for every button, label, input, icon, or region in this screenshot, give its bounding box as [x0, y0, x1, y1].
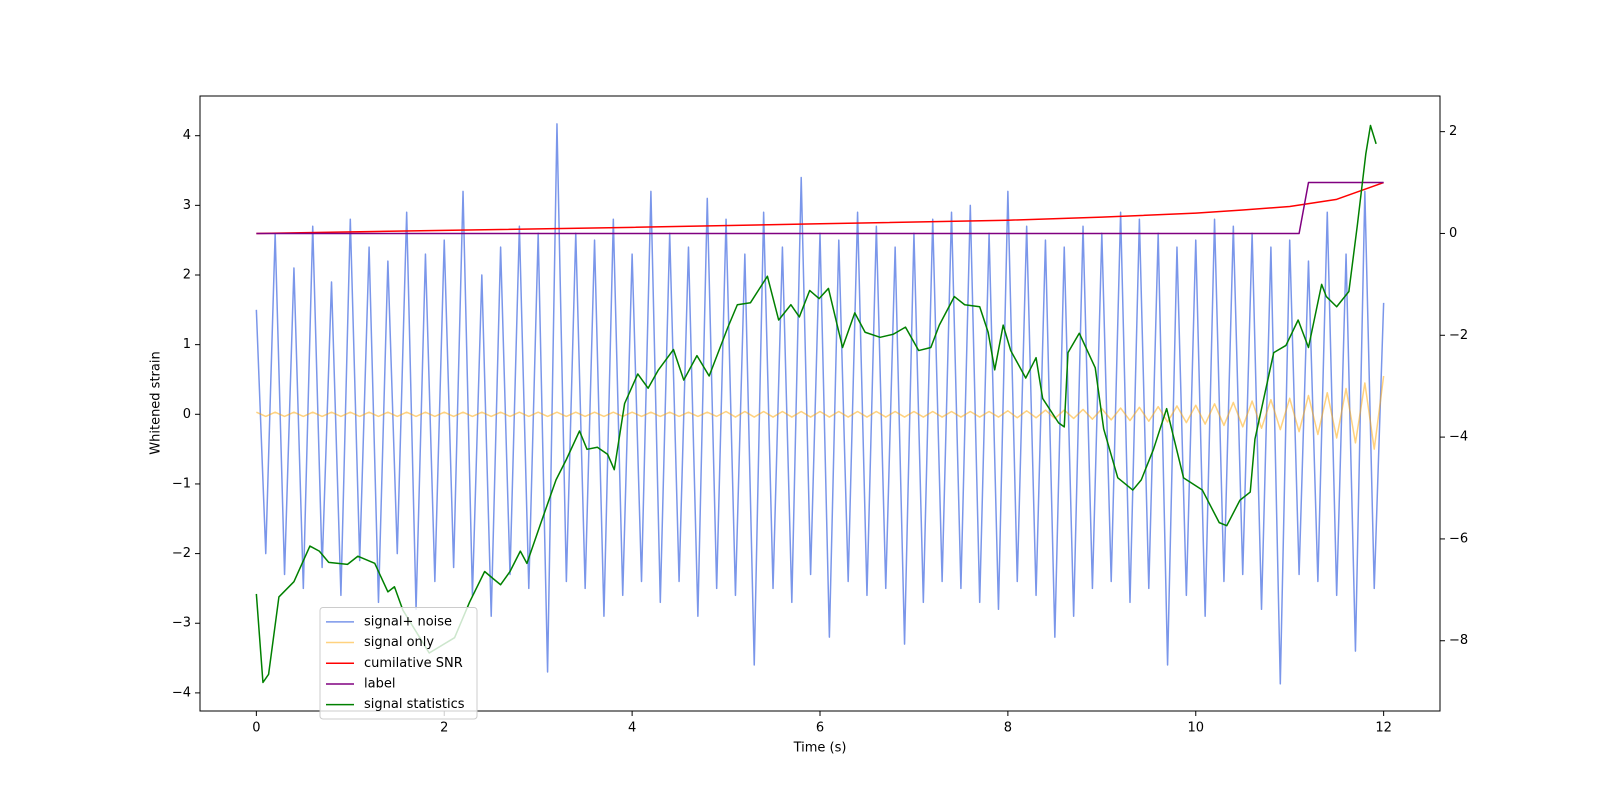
- y-tick-label: 3: [183, 198, 191, 213]
- y-tick-label: −3: [172, 616, 191, 631]
- series-line: [256, 375, 1385, 450]
- y-tick-label: 4: [183, 128, 191, 143]
- x-tick-label: 6: [816, 721, 824, 736]
- x-tick-label: 10: [1187, 721, 1204, 736]
- y-tick-label: 2: [183, 267, 191, 282]
- x-tick-label: 12: [1375, 721, 1392, 736]
- y2-tick-label: −4: [1449, 430, 1468, 445]
- x-tick-label: 2: [440, 721, 448, 736]
- legend: signal+ noise signal only cumilative SNR la…: [319, 607, 478, 720]
- y-tick-label: −2: [172, 546, 191, 561]
- legend-label: signal+ noise: [364, 614, 452, 629]
- y2-tick-label: −2: [1449, 328, 1468, 343]
- x-tick-label: 0: [252, 721, 260, 736]
- x-tick-label: 8: [1004, 721, 1012, 736]
- legend-label: cumilative SNR: [364, 656, 463, 671]
- series-line: [255, 124, 1377, 684]
- y-tick-label: −1: [172, 476, 191, 491]
- legend-frame: [319, 607, 478, 720]
- legend-label: signal only: [364, 635, 434, 650]
- y2-tick-label: −6: [1449, 531, 1468, 546]
- y2-tick-label: 2: [1449, 124, 1457, 139]
- y-tick-label: 1: [183, 337, 191, 352]
- x-tick-label: 4: [628, 721, 636, 736]
- series-line: [256, 181, 1384, 235]
- legend-label: signal statistics: [364, 697, 465, 712]
- y-tick-label: 0: [183, 407, 191, 422]
- series-line: [256, 181, 1384, 235]
- y2-tick-label: 0: [1449, 226, 1457, 241]
- y2-tick-label: −8: [1449, 633, 1468, 648]
- y-tick-label: −4: [172, 685, 191, 700]
- y-axis-label: Whitened strain: [149, 351, 164, 454]
- x-axis-label: Time (s): [793, 741, 847, 756]
- legend-label: label: [364, 676, 395, 691]
